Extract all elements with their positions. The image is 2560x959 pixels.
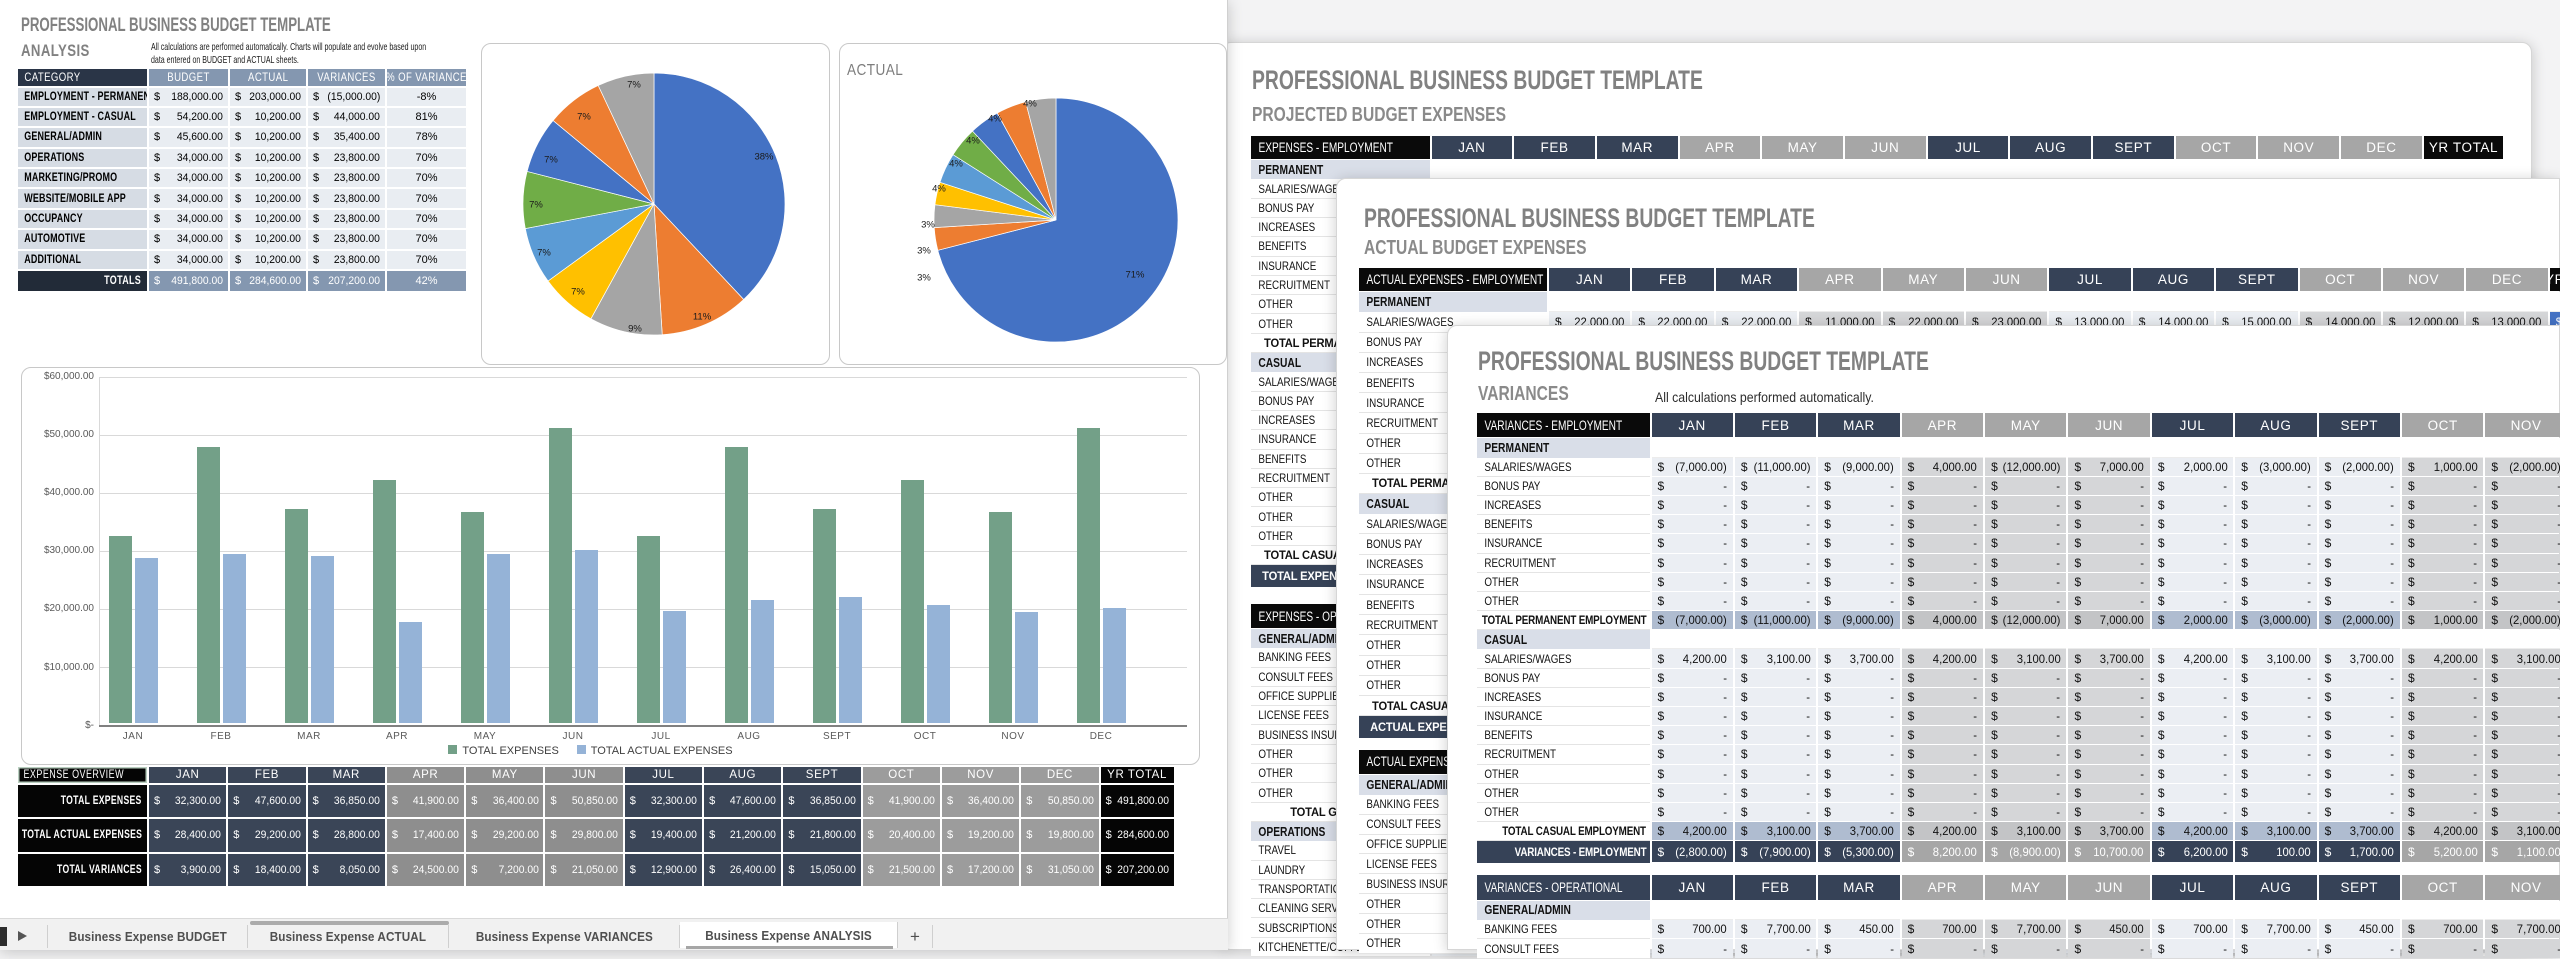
svg-text:38%: 38% <box>754 152 774 163</box>
svg-text:3%: 3% <box>917 273 931 284</box>
svg-text:4%: 4% <box>966 136 980 147</box>
svg-text:4%: 4% <box>949 159 963 170</box>
svg-text:7%: 7% <box>529 200 543 211</box>
svg-text:11%: 11% <box>693 312 712 323</box>
svg-text:3%: 3% <box>917 246 931 257</box>
svg-text:71%: 71% <box>1125 270 1145 281</box>
svg-text:4%: 4% <box>1023 99 1037 110</box>
svg-text:7%: 7% <box>571 287 585 298</box>
svg-text:7%: 7% <box>544 155 558 166</box>
svg-text:7%: 7% <box>537 248 551 259</box>
svg-text:9%: 9% <box>628 324 642 335</box>
svg-text:3%: 3% <box>921 220 935 231</box>
svg-text:4%: 4% <box>988 114 1002 125</box>
svg-text:7%: 7% <box>577 112 591 123</box>
svg-text:7%: 7% <box>627 80 641 91</box>
svg-text:4%: 4% <box>932 184 946 195</box>
